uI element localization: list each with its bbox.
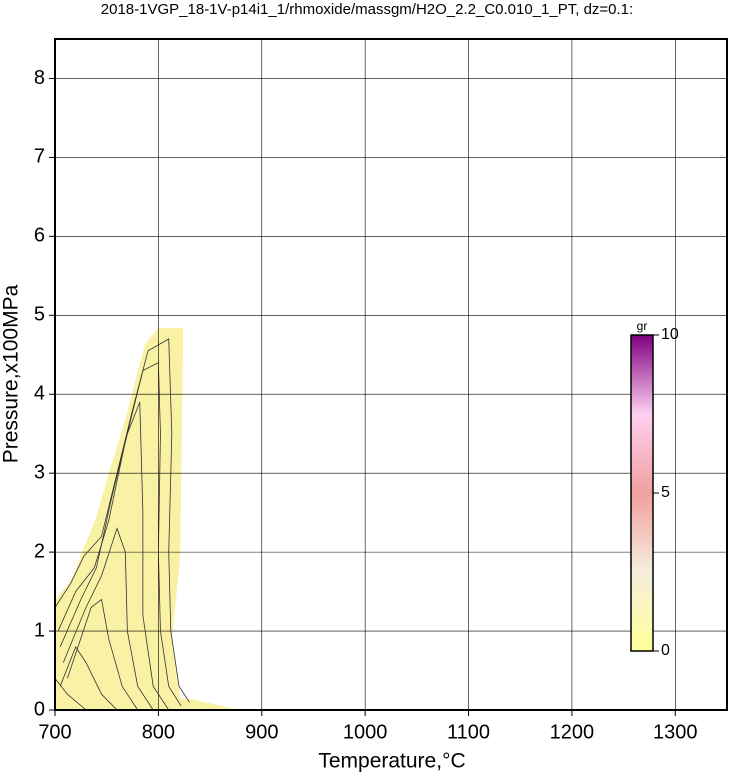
contour-line: [67, 598, 139, 711]
x-tick-label: 800: [142, 721, 175, 743]
contour-line: [54, 678, 87, 711]
contour-line: [59, 401, 170, 711]
contour-line: [54, 338, 190, 703]
y-tick-label: 1: [34, 619, 45, 641]
data-region: [55, 327, 241, 710]
x-tick-label: 900: [245, 721, 278, 743]
colorbar-tick-label: 0: [661, 642, 670, 659]
x-tick-label: 1300: [653, 721, 698, 743]
colorbar-tick-label: 10: [661, 326, 679, 343]
x-tick-label: 1200: [550, 721, 595, 743]
y-tick-label: 2: [34, 540, 45, 562]
contour-line: [59, 645, 118, 711]
colorbar-tick-label: 5: [661, 484, 670, 501]
x-axis-label: Temperature,°C: [318, 750, 465, 773]
x-tick-label: 1000: [343, 721, 388, 743]
x-tick-label: 700: [38, 721, 71, 743]
y-tick-label: 0: [34, 698, 45, 720]
y-tick-label: 5: [34, 304, 45, 326]
y-tick-label: 6: [34, 225, 45, 247]
contour-line: [57, 362, 182, 707]
y-axis-label: Pressure,x100MPa: [0, 284, 23, 463]
y-tick-label: 3: [34, 461, 45, 483]
colorbar-label: gr: [637, 319, 648, 333]
y-tick-label: 7: [34, 146, 45, 168]
chart-title: 2018-1VGP_18-1V-p14i1_1/rhmoxide/massgm/…: [101, 1, 633, 18]
plot-frame: [54, 38, 728, 711]
colorbar: [630, 334, 654, 652]
y-tick-label: 4: [34, 383, 45, 405]
contour-line: [62, 527, 154, 711]
x-tick-label: 1100: [447, 721, 490, 743]
y-tick-label: 8: [34, 67, 45, 89]
